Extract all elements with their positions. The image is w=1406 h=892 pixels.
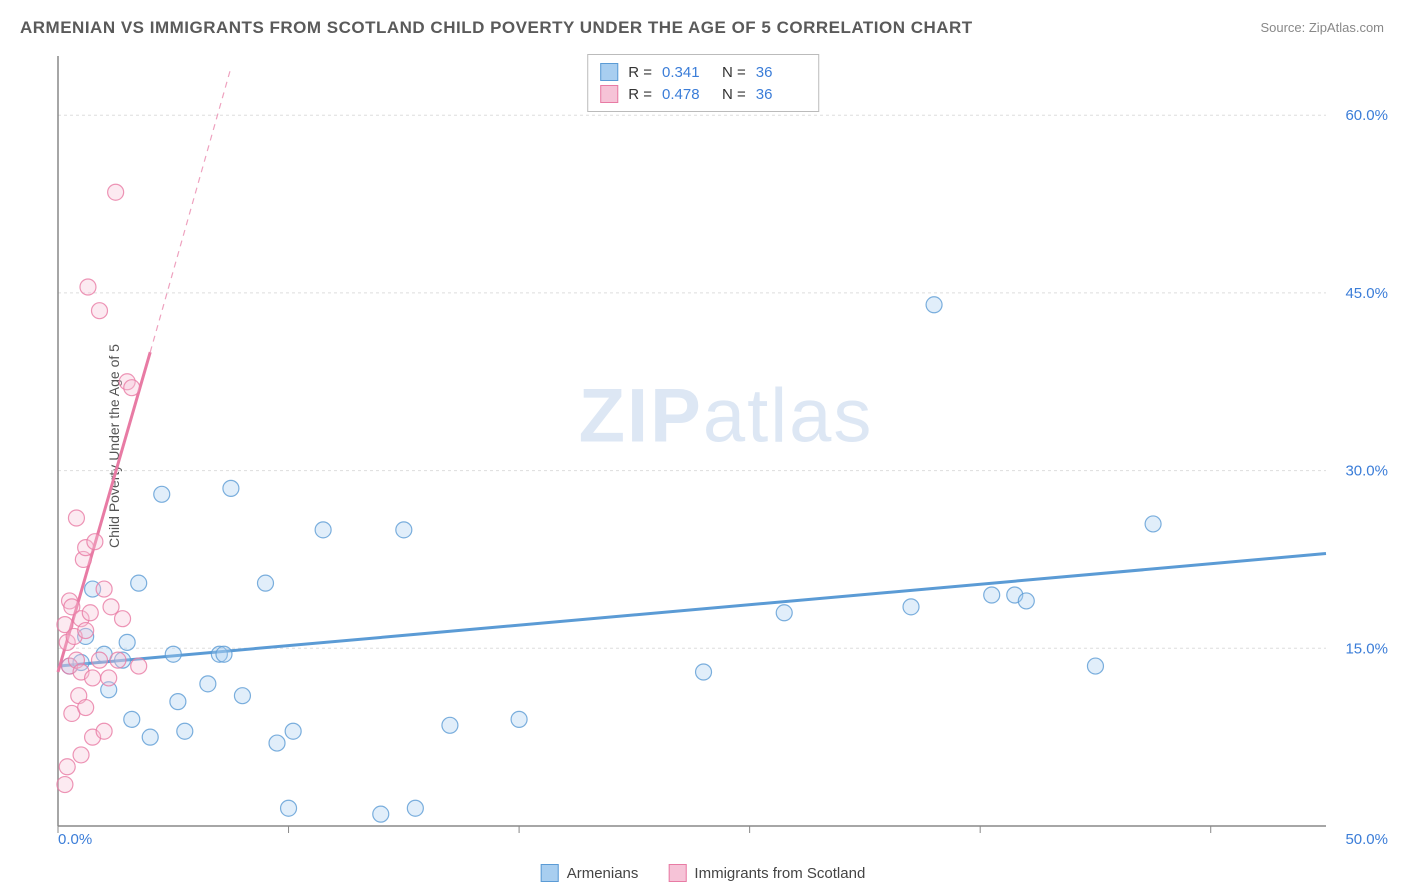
r-value: 0.478 <box>662 86 712 103</box>
scatter-plot: 15.0% 30.0% 45.0% 60.0% 0.0% 50.0% <box>56 48 1396 848</box>
svg-text:60.0%: 60.0% <box>1345 107 1388 124</box>
legend-label: Immigrants from Scotland <box>694 865 865 882</box>
svg-text:30.0%: 30.0% <box>1345 463 1388 480</box>
stat-legend-row: R = 0.341 N = 36 <box>600 61 806 83</box>
legend-item: Armenians <box>541 864 639 882</box>
legend-swatch <box>668 864 686 882</box>
r-value: 0.341 <box>662 64 712 81</box>
chart-title: ARMENIAN VS IMMIGRANTS FROM SCOTLAND CHI… <box>20 18 973 38</box>
r-label: R = <box>628 64 652 81</box>
legend-swatch <box>541 864 559 882</box>
svg-text:45.0%: 45.0% <box>1345 285 1388 302</box>
r-label: R = <box>628 86 652 103</box>
n-label: N = <box>722 86 746 103</box>
n-label: N = <box>722 64 746 81</box>
legend-item: Immigrants from Scotland <box>668 864 865 882</box>
source-attribution: Source: ZipAtlas.com <box>1260 20 1384 35</box>
svg-text:0.0%: 0.0% <box>58 831 92 848</box>
legend-label: Armenians <box>567 865 639 882</box>
svg-text:15.0%: 15.0% <box>1345 640 1388 657</box>
legend-swatch <box>600 85 618 103</box>
svg-text:50.0%: 50.0% <box>1345 831 1388 848</box>
legend-swatch <box>600 63 618 81</box>
stat-legend-row: R = 0.478 N = 36 <box>600 83 806 105</box>
series-legend: Armenians Immigrants from Scotland <box>541 864 866 882</box>
chart-area: 15.0%30.0%45.0%60.0%0.0%50.0% ZIPatlas <box>56 48 1396 848</box>
n-value: 36 <box>756 64 806 81</box>
stat-legend: R = 0.341 N = 36 R = 0.478 N = 36 <box>587 54 819 112</box>
n-value: 36 <box>756 86 806 103</box>
